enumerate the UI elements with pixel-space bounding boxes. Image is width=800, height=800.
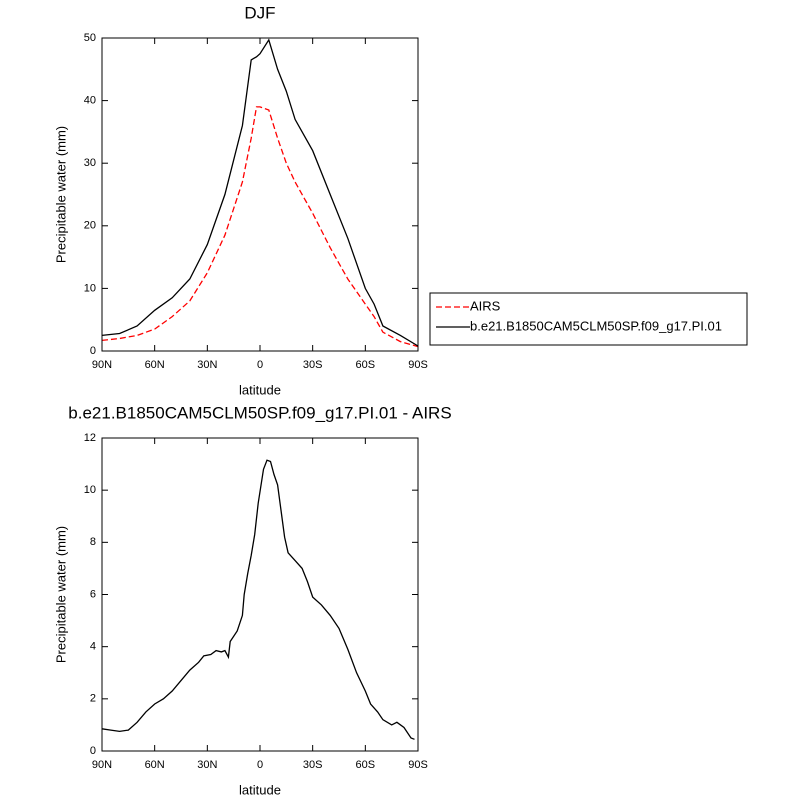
x-tick-label: 30S — [303, 759, 323, 771]
y-tick-label: 8 — [90, 536, 96, 548]
x-axis-label: latitude — [239, 382, 281, 397]
y-tick-label: 0 — [90, 345, 96, 357]
chart-title: DJF — [244, 3, 275, 22]
y-tick-label: 10 — [84, 282, 96, 294]
series-line — [101, 38, 419, 347]
x-tick-label: 30S — [303, 359, 323, 371]
chart-title: b.e21.B1850CAM5CLM50SP.f09_g17.PI.01 - A… — [68, 403, 451, 422]
y-tick-label: 6 — [90, 588, 96, 600]
x-tick-label: 60N — [145, 359, 165, 371]
x-tick-label: 90S — [408, 359, 428, 371]
y-tick-label: 12 — [84, 432, 96, 444]
series-line — [101, 106, 419, 348]
legend-box — [429, 292, 748, 346]
legend-label: b.e21.B1850CAM5CLM50SP.f09_g17.PI.01 — [470, 318, 722, 333]
series-line — [101, 459, 415, 740]
y-axis-label: Precipitable water (mm) — [53, 126, 68, 263]
x-tick-label: 0 — [257, 759, 263, 771]
x-axis-label: latitude — [239, 782, 281, 797]
y-tick-label: 40 — [84, 95, 96, 107]
plot-frame — [101, 37, 419, 352]
y-tick-label: 0 — [90, 745, 96, 757]
x-tick-label: 30N — [197, 759, 217, 771]
x-tick-label: 60S — [356, 759, 376, 771]
y-tick-label: 30 — [84, 157, 96, 169]
x-tick-label: 0 — [257, 359, 263, 371]
y-tick-label: 20 — [84, 220, 96, 232]
plot-frame — [101, 437, 419, 752]
legend-label: AIRS — [470, 298, 501, 313]
y-axis-label: Precipitable water (mm) — [53, 526, 68, 663]
x-tick-label: 90N — [92, 759, 112, 771]
y-tick-label: 10 — [84, 484, 96, 496]
x-tick-label: 60S — [356, 359, 376, 371]
y-tick-label: 50 — [84, 32, 96, 44]
x-tick-label: 90S — [408, 759, 428, 771]
y-tick-label: 4 — [90, 641, 96, 653]
x-tick-label: 30N — [197, 359, 217, 371]
x-tick-label: 60N — [145, 759, 165, 771]
x-tick-label: 90N — [92, 359, 112, 371]
y-tick-label: 2 — [90, 693, 96, 705]
